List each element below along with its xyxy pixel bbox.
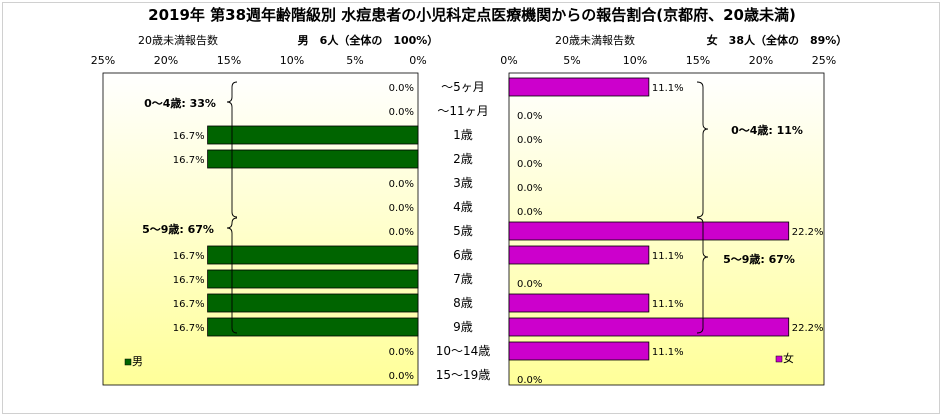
left-x-tick-label: 15% — [217, 54, 241, 67]
male-bar — [207, 149, 419, 169]
category-label: 5歳 — [453, 224, 473, 238]
left-x-tick-label: 20% — [154, 54, 178, 67]
right-x-tick-label: 10% — [623, 54, 647, 67]
male-value-label: 16.7% — [173, 323, 205, 334]
legend-label-female: 女 — [783, 351, 794, 365]
male-value-label: 0.0% — [389, 371, 414, 382]
female-value-label: 11.1% — [652, 251, 684, 262]
right-x-tick-label: 15% — [686, 54, 710, 67]
left-brace-0-4 — [226, 81, 238, 218]
chart-title: 2019年 第38週年齢階級別 水痘患者の小児科定点医療機関からの報告割合(京都… — [148, 6, 796, 24]
female-value-label: 0.0% — [517, 111, 542, 122]
male-value-label: 0.0% — [389, 203, 414, 214]
female-bar — [508, 341, 650, 361]
male-value-label: 16.7% — [173, 131, 205, 142]
category-label: 4歳 — [453, 200, 473, 214]
category-label: 10～14歳 — [436, 344, 491, 358]
right-x-tick-label: 5% — [563, 54, 580, 67]
male-value-label: 0.0% — [389, 227, 414, 238]
male-bar — [207, 245, 419, 265]
male-value-label: 16.7% — [173, 155, 205, 166]
left-brace-5-9 — [226, 217, 238, 334]
male-bar — [207, 269, 419, 289]
male-bar — [207, 125, 419, 145]
female-value-label: 22.2% — [792, 227, 824, 238]
left-x-tick-label: 25% — [91, 54, 115, 67]
male-value-label: 16.7% — [173, 299, 205, 310]
category-label: 2歳 — [453, 152, 473, 166]
male-value-label: 0.0% — [389, 347, 414, 358]
category-label: 8歳 — [453, 296, 473, 310]
category-label: 9歳 — [453, 320, 473, 334]
category-label: ～5ヶ月 — [441, 80, 485, 94]
male-value-label: 0.0% — [389, 83, 414, 94]
female-value-label: 0.0% — [517, 183, 542, 194]
female-value-label: 11.1% — [652, 299, 684, 310]
left-annotation-0-4: 0～4歳: 33% — [144, 96, 216, 110]
right-header-count: 女 38人（全体の 89%） — [707, 33, 848, 47]
female-value-label: 11.1% — [652, 347, 684, 358]
legend-swatch-female — [775, 355, 783, 363]
category-label: 15～19歳 — [436, 368, 491, 382]
male-bar — [207, 293, 419, 313]
female-value-label: 0.0% — [517, 279, 542, 290]
female-bar — [508, 77, 650, 97]
female-bar — [508, 221, 790, 241]
female-value-label: 0.0% — [517, 375, 542, 386]
right-brace-5-9 — [696, 217, 709, 334]
female-value-label: 11.1% — [652, 83, 684, 94]
left-header-count: 男 6人（全体の 100%） — [298, 33, 439, 47]
female-value-label: 0.0% — [517, 135, 542, 146]
female-bar — [508, 245, 650, 265]
left-x-tick-label: 5% — [346, 54, 363, 67]
male-value-label: 0.0% — [389, 179, 414, 190]
left-x-tick-label: 10% — [280, 54, 304, 67]
male-value-label: 16.7% — [173, 251, 205, 262]
right-annotation-5-9: 5～9歳: 67% — [723, 252, 795, 266]
male-bar — [207, 317, 419, 337]
legend-label-male: 男 — [132, 355, 143, 368]
right-annotation-0-4: 0～4歳: 11% — [731, 123, 803, 137]
female-value-label: 0.0% — [517, 207, 542, 218]
left-header-label: 20歳未満報告数 — [138, 34, 218, 47]
category-label: 3歳 — [453, 176, 473, 190]
category-label: 1歳 — [453, 128, 473, 142]
category-label: ～11ヶ月 — [437, 104, 488, 118]
category-label: 7歳 — [453, 272, 473, 286]
female-bar — [508, 317, 790, 337]
left-x-tick-label: 0% — [409, 54, 426, 67]
right-header-label: 20歳未満報告数 — [555, 34, 635, 47]
female-value-label: 0.0% — [517, 159, 542, 170]
female-value-label: 22.2% — [792, 323, 824, 334]
left-annotation-5-9: 5～9歳: 67% — [142, 222, 214, 236]
right-x-tick-label: 20% — [749, 54, 773, 67]
male-value-label: 16.7% — [173, 275, 205, 286]
right-x-tick-label: 25% — [812, 54, 836, 67]
male-value-label: 0.0% — [389, 107, 414, 118]
right-brace-0-4 — [696, 81, 709, 218]
female-bar — [508, 293, 650, 313]
right-x-tick-label: 0% — [500, 54, 517, 67]
category-label: 6歳 — [453, 248, 473, 262]
legend-swatch-male — [124, 358, 132, 366]
